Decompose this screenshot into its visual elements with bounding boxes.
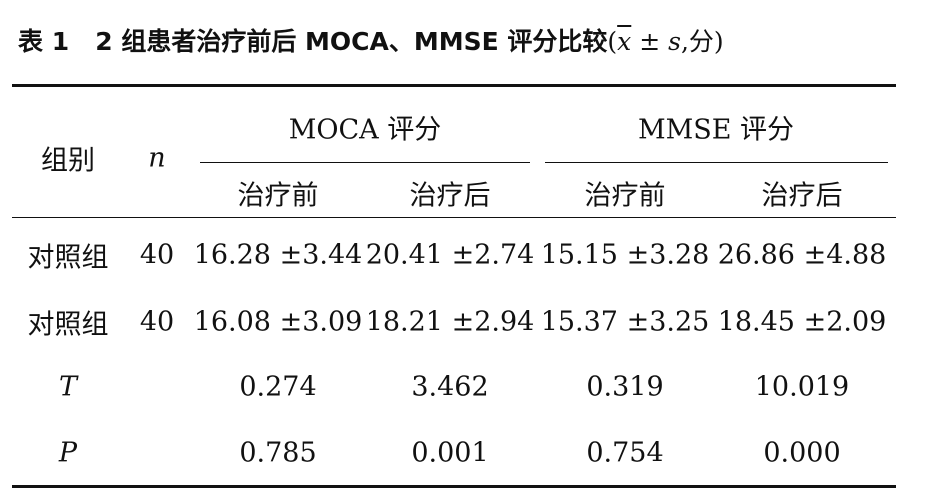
- row-label: P: [58, 437, 78, 469]
- span-rule: [545, 162, 888, 163]
- header-cell: 组别: [41, 145, 95, 177]
- title-label: 表 1: [18, 27, 70, 56]
- table-cell: 0.754: [586, 437, 664, 469]
- header-rule: [12, 217, 896, 218]
- header-cell: 治疗前: [237, 180, 319, 212]
- table-cell: 3.462: [411, 371, 489, 403]
- table-cell: 0.000: [763, 437, 841, 469]
- table-cell: 0.001: [411, 437, 489, 469]
- table-cell: 15.15 ±3.28: [540, 239, 710, 271]
- title-note: ±: [631, 27, 669, 56]
- header-cell: MOCA 评分: [288, 114, 442, 146]
- table-cell: 18.45 ±2.09: [717, 306, 887, 338]
- top-rule: [12, 84, 896, 87]
- title-note: x: [617, 27, 632, 56]
- row-label: 对照组: [27, 309, 109, 341]
- row-label: 对照组: [27, 242, 109, 274]
- span-rule: [200, 162, 530, 163]
- bottom-rule: [12, 485, 896, 488]
- table-cell: 15.37 ±3.25: [540, 306, 710, 338]
- table-cell: 40: [139, 306, 175, 338]
- table-cell: 16.08 ±3.09: [193, 306, 363, 338]
- table-cell: 40: [139, 239, 175, 271]
- table-cell: 0.274: [239, 371, 317, 403]
- table-cell: 18.21 ±2.94: [365, 306, 535, 338]
- header-cell: 治疗前: [584, 180, 666, 212]
- table-cell: 10.019: [754, 371, 850, 403]
- title-note: ,分): [680, 27, 724, 56]
- header-cell: MMSE 评分: [637, 114, 795, 146]
- table-cell: 26.86 ±4.88: [717, 239, 887, 271]
- table-cell: 0.785: [239, 437, 317, 469]
- table-cell: 20.41 ±2.74: [365, 239, 535, 271]
- title-text: 2 组患者治疗前后 MOCA、MMSE 评分比较: [95, 27, 608, 56]
- table-title: 表 1 2 组患者治疗前后 MOCA、MMSE 评分比较(x ± s,分): [18, 22, 724, 58]
- header-cell: n: [148, 142, 166, 174]
- title-note: s: [668, 27, 681, 56]
- title-note: (: [607, 27, 618, 56]
- row-label: T: [58, 371, 78, 403]
- header-cell: 治疗后: [409, 180, 491, 212]
- table-cell: 0.319: [586, 371, 664, 403]
- header-cell: 治疗后: [761, 180, 843, 212]
- table-cell: 16.28 ±3.44: [193, 239, 363, 271]
